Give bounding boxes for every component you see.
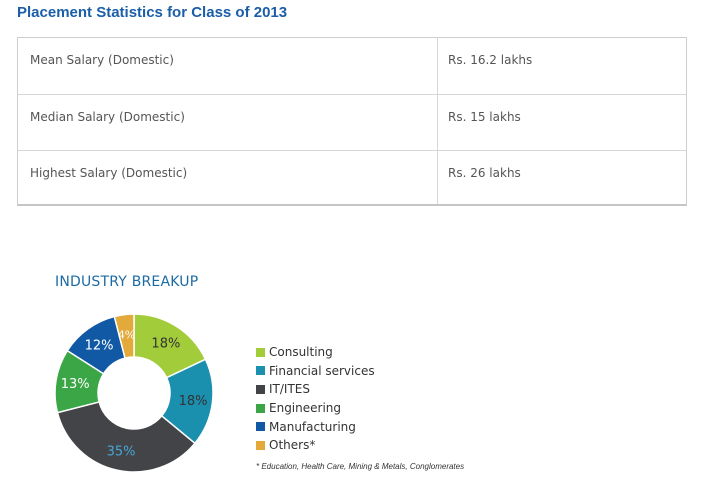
legend-label: Manufacturing bbox=[269, 419, 356, 434]
row-value: Rs. 15 lakhs bbox=[448, 110, 521, 124]
column-divider bbox=[437, 38, 438, 204]
legend-swatch bbox=[256, 422, 265, 432]
slice-label: 4% bbox=[118, 328, 135, 341]
row-label: Median Salary (Domestic) bbox=[30, 110, 185, 124]
legend-label: Consulting bbox=[269, 345, 333, 360]
legend-swatch bbox=[256, 384, 265, 394]
legend-item: IT/ITES bbox=[256, 380, 375, 399]
donut-slice-it-ites bbox=[56, 401, 196, 473]
legend-swatch bbox=[256, 366, 265, 376]
legend-item: Consulting bbox=[256, 343, 375, 362]
table-row: Highest Salary (Domestic) Rs. 26 lakhs bbox=[18, 150, 686, 207]
stats-table: Mean Salary (Domestic) Rs. 16.2 lakhs Me… bbox=[17, 37, 687, 206]
legend-swatch bbox=[256, 440, 265, 450]
legend-label: Engineering bbox=[269, 401, 341, 416]
row-label: Highest Salary (Domestic) bbox=[30, 166, 188, 180]
chart-title: INDUSTRY BREAKUP bbox=[55, 274, 199, 290]
row-value: Rs. 16.2 lakhs bbox=[448, 53, 533, 67]
legend-item: Manufacturing bbox=[256, 417, 375, 436]
slice-label: 35% bbox=[107, 445, 136, 460]
slice-label: 13% bbox=[61, 377, 90, 392]
legend-item: Others* bbox=[256, 436, 375, 455]
chart-legend: Consulting Financial services IT/ITES Engin… bbox=[256, 343, 375, 455]
legend-item: Engineering bbox=[256, 399, 375, 418]
slice-label: 18% bbox=[151, 336, 180, 351]
row-label: Mean Salary (Domestic) bbox=[30, 53, 174, 67]
slice-label: 12% bbox=[85, 338, 114, 353]
legend-swatch bbox=[256, 347, 265, 357]
legend-item: Financial services bbox=[256, 362, 375, 381]
table-row: Median Salary (Domestic) Rs. 15 lakhs bbox=[18, 94, 686, 151]
donut-slice-others bbox=[113, 313, 135, 360]
page-title: Placement Statistics for Class of 2013 bbox=[17, 4, 288, 21]
table-row: Mean Salary (Domestic) Rs. 16.2 lakhs bbox=[18, 38, 686, 94]
legend-swatch bbox=[256, 403, 265, 413]
legend-label: Financial services bbox=[269, 363, 375, 378]
chart-footnote: * Education, Health Care, Mining & Metal… bbox=[256, 462, 465, 471]
row-value: Rs. 26 lakhs bbox=[448, 166, 521, 180]
slice-label: 18% bbox=[179, 394, 208, 409]
industry-donut-chart: 18% 18% 35% 13% 12% 4% bbox=[54, 313, 214, 473]
legend-label: Others* bbox=[269, 438, 316, 453]
legend-label: IT/ITES bbox=[269, 382, 310, 397]
